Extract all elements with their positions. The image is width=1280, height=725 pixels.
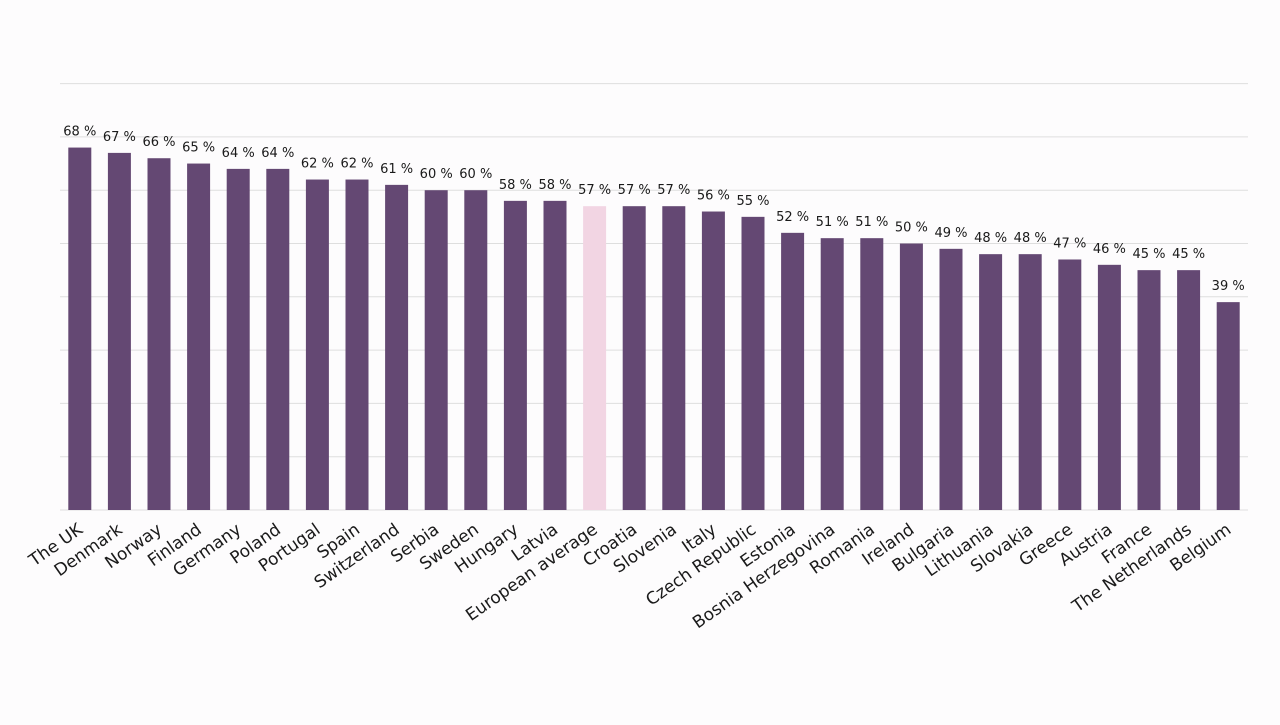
data-label: 60 % (420, 167, 453, 182)
bar (939, 248, 963, 510)
data-label: 56 % (697, 189, 730, 204)
data-label: 46 % (1093, 242, 1126, 257)
data-label: 45 % (1132, 247, 1165, 262)
bar (1058, 259, 1082, 510)
bar (860, 238, 884, 511)
data-label: 68 % (63, 125, 96, 140)
bar (1177, 270, 1201, 510)
bar (1137, 270, 1161, 510)
bar (1097, 264, 1121, 510)
data-label: 65 % (182, 141, 215, 156)
category-labels: The UKDenmarkNorwayFinlandGermanyPolandP… (25, 519, 1235, 633)
bar (820, 238, 844, 511)
bar (583, 206, 607, 510)
data-label: 49 % (934, 226, 967, 241)
bar (345, 179, 369, 511)
bar (899, 243, 923, 510)
data-label: 45 % (1172, 247, 1205, 262)
bar (424, 190, 448, 510)
data-label: 51 % (855, 215, 888, 230)
data-label: 51 % (816, 215, 849, 230)
bar (107, 152, 131, 510)
bar (503, 200, 527, 511)
bar (1216, 302, 1240, 510)
bar (385, 184, 409, 510)
data-label: 64 % (222, 146, 255, 161)
bar (1018, 254, 1042, 510)
data-label: 64 % (261, 146, 294, 161)
bar (781, 232, 805, 510)
bar (701, 211, 725, 510)
data-label: 62 % (301, 157, 334, 172)
bars (68, 147, 1240, 511)
data-label: 66 % (142, 135, 175, 150)
data-label: 55 % (736, 194, 769, 209)
data-label: 58 % (538, 178, 571, 193)
data-label: 48 % (974, 231, 1007, 246)
bar (147, 158, 171, 510)
data-label: 57 % (578, 183, 611, 198)
data-label: 47 % (1053, 236, 1086, 251)
bar (68, 147, 92, 510)
bar (622, 206, 646, 510)
value-labels: 68 % 67 % 66 % 65 % 64 % 64 % 62 % 62 % 61 % 60 %… (63, 125, 1244, 295)
bar (662, 206, 686, 510)
data-label: 57 % (618, 183, 651, 198)
data-label: 60 % (459, 167, 492, 182)
gridlines (60, 83, 1248, 511)
data-label: 62 % (340, 157, 373, 172)
bar (187, 163, 211, 511)
bar (226, 168, 250, 510)
data-label: 67 % (103, 130, 136, 145)
bar (266, 168, 290, 510)
bar (305, 179, 329, 511)
data-label: 50 % (895, 221, 928, 236)
data-label: 57 % (657, 183, 690, 198)
bar (543, 200, 567, 511)
bar (741, 216, 765, 510)
data-label: 61 % (380, 162, 413, 177)
data-label: 52 % (776, 210, 809, 225)
data-label: 58 % (499, 178, 532, 193)
bar (464, 190, 488, 510)
data-label: 39 % (1212, 279, 1245, 294)
data-label: 48 % (1014, 231, 1047, 246)
bar (979, 254, 1003, 510)
